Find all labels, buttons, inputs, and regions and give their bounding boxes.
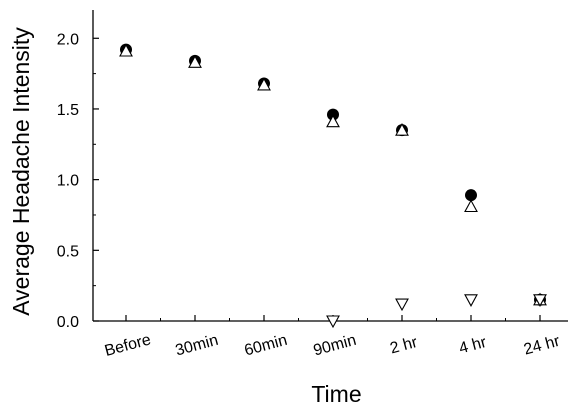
data-point-open-triangle-up: [188, 55, 202, 68]
x-tick-label: 24 hr: [522, 333, 562, 359]
y-axis-label: Average Headache Intensity: [8, 27, 34, 316]
x-tick-label: 30min: [174, 332, 220, 360]
data-points: [119, 43, 547, 329]
y-tick-label: 0.5: [57, 243, 79, 260]
x-tick-label: 2 hr: [388, 334, 420, 358]
data-point-open-triangle-up: [464, 199, 478, 213]
x-tick-label: 90min: [312, 332, 358, 360]
y-tick-label: 2.0: [57, 31, 79, 48]
x-tick-label: 60min: [243, 332, 289, 360]
data-point-open-triangle-up: [257, 77, 271, 91]
y-tick-label: 1.5: [57, 102, 79, 119]
x-tick-label: Before: [103, 331, 153, 360]
data-point-open-triangle-up: [395, 123, 409, 136]
data-point-open-triangle-up: [326, 114, 340, 128]
x-axis-label: Time: [311, 381, 361, 407]
data-point-open-triangle-down: [395, 298, 409, 312]
data-point-open-triangle-down: [533, 294, 547, 307]
axes: [92, 10, 568, 322]
x-tick-label: 4 hr: [457, 334, 489, 358]
tick-labels: 0.0 0.5 1.0 1.5 2.0 Before 30min 60min 90min 2 hr…: [57, 31, 563, 360]
y-tick-label: 0.0: [57, 314, 79, 331]
data-point-open-triangle-down: [464, 294, 478, 307]
tick-marks: [93, 37, 541, 322]
data-point-open-triangle-down: [326, 315, 340, 329]
y-tick-label: 1.0: [57, 173, 79, 190]
data-point-filled-circle: [465, 189, 477, 202]
data-point-open-triangle-up: [119, 43, 133, 57]
